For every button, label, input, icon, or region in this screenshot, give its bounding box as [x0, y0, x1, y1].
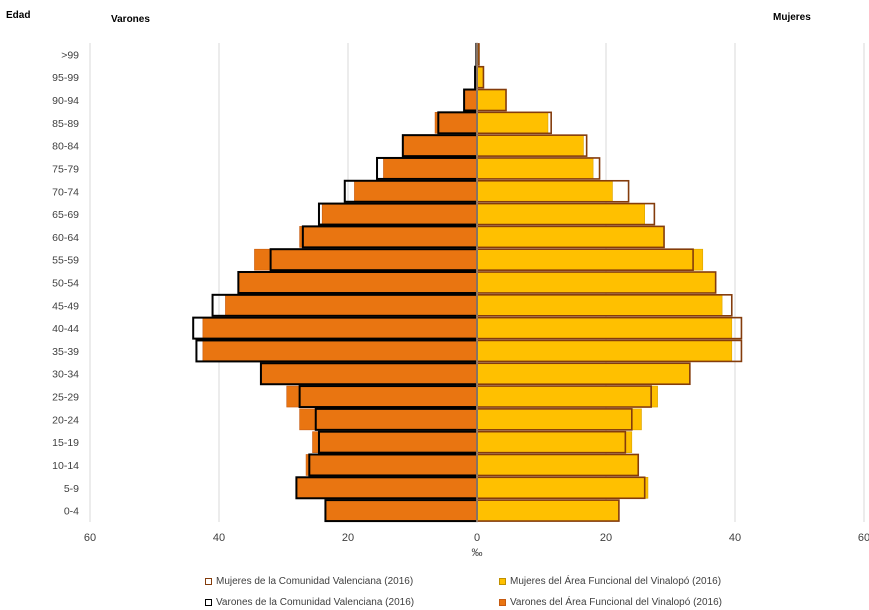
- bar-women-vinalopo: [476, 454, 639, 476]
- age-group-label: 90-94: [52, 95, 79, 107]
- legend-label: Varones del Área Funcional del Vinalopó …: [510, 597, 722, 608]
- age-group-label: 40-44: [52, 323, 79, 335]
- x-tick-label: 20: [600, 532, 612, 544]
- age-group-label: 70-74: [52, 186, 79, 198]
- age-group-label: 5-9: [64, 483, 79, 495]
- bar-men-vinalopo: [402, 134, 478, 157]
- cv-outlines: [192, 42, 743, 523]
- bar-men-vinalopo: [225, 294, 478, 317]
- age-group-label: 30-34: [52, 369, 79, 381]
- bar-women-vinalopo: [476, 203, 645, 225]
- age-group-label: 50-54: [52, 278, 79, 290]
- bar-women-vinalopo: [476, 385, 658, 408]
- bars: [202, 43, 733, 522]
- bar-men-vinalopo: [305, 454, 478, 476]
- bar-women-vinalopo: [476, 362, 691, 385]
- bar-men-vinalopo: [312, 431, 478, 453]
- legend-swatch: [205, 578, 212, 585]
- x-tick-labels: 60 40 20 0 20 40 60: [84, 532, 869, 544]
- age-group-label: 25-29: [52, 392, 79, 404]
- bar-women-vinalopo: [476, 499, 620, 522]
- bar-women-vinalopo: [476, 271, 716, 294]
- bar-women-vinalopo: [476, 476, 649, 499]
- bar-men-vinalopo: [434, 112, 478, 134]
- age-group-label: 65-69: [52, 209, 79, 221]
- bar-men-vinalopo: [383, 157, 478, 180]
- age-group-label: >99: [61, 49, 79, 61]
- bar-men-vinalopo: [325, 499, 478, 522]
- legend-item-women-vinalopo: Mujeres del Área Funcional del Vinalopó …: [499, 576, 721, 587]
- bar-women-vinalopo: [476, 340, 733, 362]
- age-group-label: 0-4: [64, 506, 79, 518]
- x-tick-label: 60: [84, 532, 96, 544]
- age-group-label: 15-19: [52, 437, 79, 449]
- bar-women-vinalopo: [476, 89, 507, 111]
- age-group-label: 80-84: [52, 141, 79, 153]
- x-tick-label: 0: [474, 532, 480, 544]
- bar-women-vinalopo: [476, 157, 594, 180]
- bar-men-vinalopo: [202, 317, 478, 339]
- bar-women-vinalopo: [476, 134, 584, 157]
- x-tick-label: 40: [729, 532, 741, 544]
- bar-women-vinalopo: [476, 431, 633, 453]
- x-axis-unit: ‰: [472, 547, 483, 559]
- age-group-label: 75-79: [52, 163, 79, 175]
- bar-men-vinalopo: [296, 476, 478, 499]
- bar-women-vinalopo: [476, 248, 704, 271]
- bar-men-vinalopo: [202, 340, 478, 362]
- legend-item-men-vinalopo: Varones del Área Funcional del Vinalopó …: [499, 597, 722, 608]
- bar-women-vinalopo: [476, 408, 642, 431]
- x-tick-label: 40: [213, 532, 225, 544]
- age-group-label: 35-39: [52, 346, 79, 358]
- bar-men-vinalopo: [260, 362, 478, 385]
- legend-swatch: [205, 599, 212, 606]
- age-group-label: 10-14: [52, 460, 79, 472]
- bar-women-vinalopo: [476, 226, 665, 248]
- bar-men-vinalopo: [299, 408, 478, 431]
- women-side-label: Mujeres: [773, 12, 811, 23]
- legend-swatch: [499, 599, 506, 606]
- legend-label: Varones de la Comunidad Valenciana (2016…: [216, 597, 415, 608]
- age-group-label: 95-99: [52, 72, 79, 84]
- legend-swatch: [499, 578, 506, 585]
- legend-label: Mujeres del Área Funcional del Vinalopó …: [510, 576, 722, 587]
- bar-men-vinalopo: [286, 385, 478, 408]
- bar-men-vinalopo: [238, 271, 478, 294]
- age-group-label: 55-59: [52, 255, 79, 267]
- legend-label: Mujeres de la Comunidad Valenciana (2016…: [216, 576, 414, 587]
- age-group-label: 45-49: [52, 300, 79, 312]
- age-axis-title: Edad: [6, 10, 31, 21]
- x-tick-label: 60: [858, 532, 869, 544]
- age-group-labels: 0-4 5-9 10-14 15-19 20-24 25-29 30-34 35-39 40-4…: [52, 49, 79, 517]
- bar-men-vinalopo: [299, 226, 478, 248]
- legend-item-women-cv: Mujeres de la Comunidad Valenciana (2016…: [205, 576, 413, 587]
- bar-women-vinalopo: [476, 294, 723, 317]
- age-group-label: 85-89: [52, 118, 79, 130]
- bar-women-vinalopo: [476, 112, 549, 134]
- age-group-label: 60-64: [52, 232, 79, 244]
- men-side-label: Varones: [111, 14, 150, 25]
- bar-women-vinalopo: [476, 180, 613, 203]
- bar-men-vinalopo: [254, 248, 478, 271]
- bar-men-vinalopo: [463, 89, 478, 111]
- bar-men-vinalopo: [354, 180, 478, 203]
- legend-item-men-cv: Varones de la Comunidad Valenciana (2016…: [205, 597, 414, 608]
- bar-women-vinalopo: [476, 317, 733, 339]
- age-group-label: 20-24: [52, 414, 79, 426]
- bar-men-vinalopo: [321, 203, 478, 225]
- x-tick-label: 20: [342, 532, 354, 544]
